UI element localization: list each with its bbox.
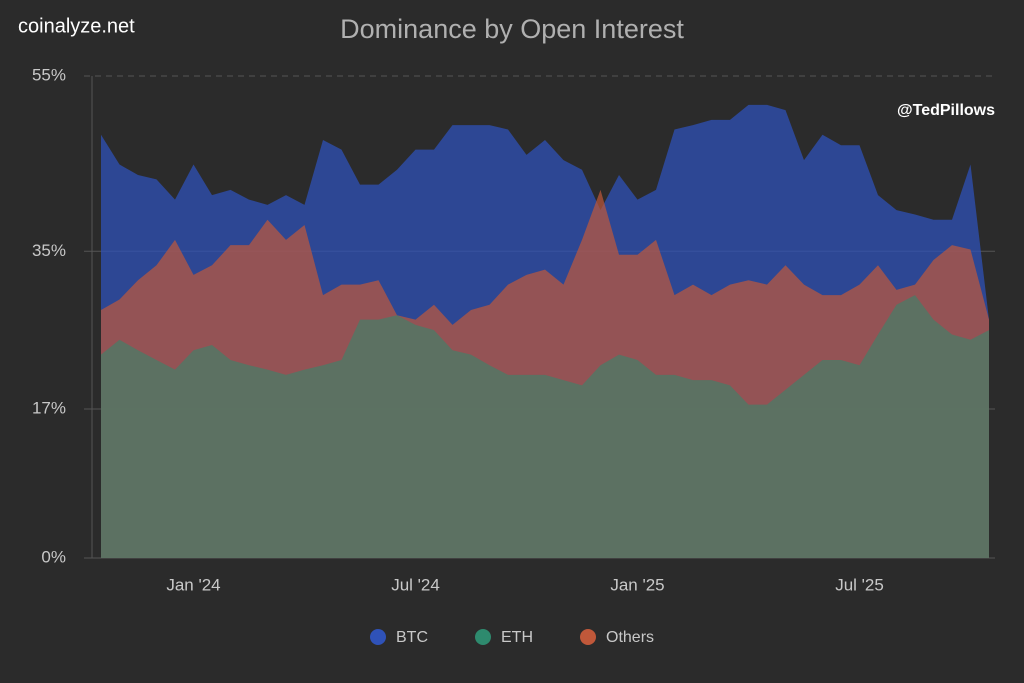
legend-label: Others — [606, 629, 654, 646]
y-tick-label: 0% — [41, 547, 66, 566]
x-tick-label: Jan '25 — [610, 575, 664, 594]
source-label: coinalyze.net — [18, 15, 135, 37]
legend-label: BTC — [396, 629, 428, 646]
legend-label: ETH — [501, 629, 533, 646]
legend-marker — [370, 629, 386, 645]
y-tick-label: 55% — [32, 65, 66, 84]
legend-marker — [475, 629, 491, 645]
x-tick-label: Jan '24 — [166, 575, 220, 594]
x-tick-label: Jul '24 — [391, 575, 440, 594]
watermark: @TedPillows — [897, 102, 995, 119]
y-tick-label: 17% — [32, 399, 66, 418]
chart-title: Dominance by Open Interest — [340, 14, 684, 44]
y-tick-label: 35% — [32, 241, 66, 260]
area-eth — [101, 295, 989, 558]
legend-marker — [580, 629, 596, 645]
x-tick-label: Jul '25 — [835, 575, 884, 594]
